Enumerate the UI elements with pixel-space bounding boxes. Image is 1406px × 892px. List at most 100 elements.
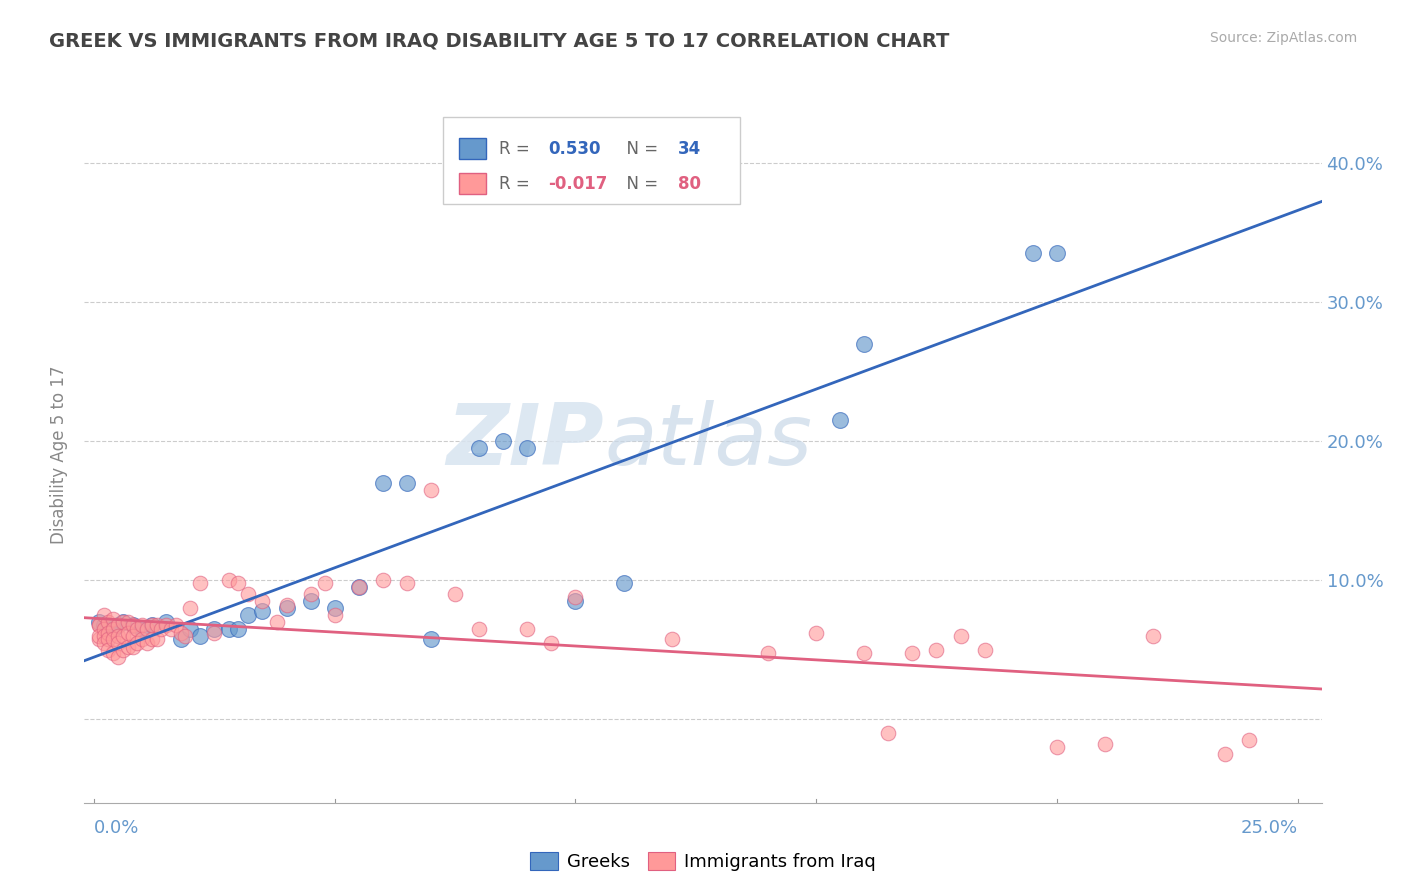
Text: 34: 34 bbox=[678, 140, 702, 158]
Point bbox=[973, 642, 995, 657]
Point bbox=[1046, 246, 1069, 260]
Point bbox=[97, 626, 120, 640]
Point bbox=[252, 604, 274, 618]
Point bbox=[468, 441, 491, 455]
Point bbox=[103, 622, 125, 636]
Point bbox=[97, 642, 120, 657]
Point bbox=[202, 626, 225, 640]
Point bbox=[145, 617, 167, 632]
Text: 80: 80 bbox=[678, 175, 702, 193]
Point bbox=[155, 615, 177, 629]
Point bbox=[87, 632, 110, 646]
Point bbox=[299, 587, 322, 601]
Point bbox=[121, 617, 143, 632]
Point bbox=[87, 617, 110, 632]
Point bbox=[516, 622, 538, 636]
Point bbox=[103, 612, 125, 626]
Point bbox=[347, 580, 370, 594]
Text: R =: R = bbox=[499, 140, 534, 158]
Point bbox=[131, 622, 153, 636]
Point bbox=[371, 573, 394, 587]
Point bbox=[141, 617, 163, 632]
Point bbox=[93, 617, 115, 632]
Point bbox=[492, 434, 515, 448]
Point bbox=[127, 622, 149, 636]
Point bbox=[107, 629, 129, 643]
Point bbox=[93, 629, 115, 643]
Point bbox=[131, 617, 153, 632]
Point bbox=[188, 576, 211, 591]
Point bbox=[236, 607, 259, 622]
Point bbox=[136, 636, 159, 650]
Legend: Greeks, Immigrants from Iraq: Greeks, Immigrants from Iraq bbox=[523, 845, 883, 879]
Point bbox=[107, 617, 129, 632]
Text: -0.017: -0.017 bbox=[548, 175, 607, 193]
Point bbox=[131, 632, 153, 646]
Point bbox=[804, 626, 827, 640]
Point bbox=[111, 615, 134, 629]
Point bbox=[853, 646, 876, 660]
Point bbox=[127, 636, 149, 650]
Point bbox=[141, 617, 163, 632]
Text: atlas: atlas bbox=[605, 400, 813, 483]
Point bbox=[314, 576, 336, 591]
Point bbox=[121, 640, 143, 654]
Point bbox=[179, 622, 201, 636]
Point bbox=[420, 632, 443, 646]
Point bbox=[97, 632, 120, 646]
Point bbox=[111, 615, 134, 629]
Text: GREEK VS IMMIGRANTS FROM IRAQ DISABILITY AGE 5 TO 17 CORRELATION CHART: GREEK VS IMMIGRANTS FROM IRAQ DISABILITY… bbox=[49, 31, 949, 50]
Point bbox=[395, 576, 418, 591]
Point bbox=[165, 617, 187, 632]
Point bbox=[107, 649, 129, 664]
Point bbox=[323, 601, 346, 615]
Point bbox=[117, 615, 139, 629]
Point bbox=[949, 629, 972, 643]
Point bbox=[107, 636, 129, 650]
Point bbox=[564, 594, 586, 608]
Point bbox=[107, 617, 129, 632]
Text: N =: N = bbox=[616, 175, 664, 193]
Text: N =: N = bbox=[616, 140, 664, 158]
Point bbox=[97, 615, 120, 629]
Point bbox=[299, 594, 322, 608]
Point bbox=[420, 483, 443, 497]
Point bbox=[236, 587, 259, 601]
Point bbox=[87, 615, 110, 629]
Point bbox=[111, 629, 134, 643]
FancyBboxPatch shape bbox=[443, 118, 740, 204]
Text: ZIP: ZIP bbox=[446, 400, 605, 483]
Point bbox=[87, 617, 110, 632]
Point bbox=[93, 622, 115, 636]
Point bbox=[103, 646, 125, 660]
Point bbox=[121, 617, 143, 632]
Point bbox=[111, 642, 134, 657]
Point bbox=[877, 726, 900, 740]
Point bbox=[516, 441, 538, 455]
Point bbox=[228, 622, 250, 636]
Point bbox=[121, 629, 143, 643]
Point bbox=[87, 629, 110, 643]
Bar bbox=[460, 173, 486, 194]
Point bbox=[540, 636, 562, 650]
Point bbox=[371, 475, 394, 490]
Point bbox=[564, 590, 586, 604]
Point bbox=[1142, 629, 1164, 643]
Point bbox=[468, 622, 491, 636]
Point bbox=[252, 594, 274, 608]
Point bbox=[169, 632, 191, 646]
Point bbox=[613, 576, 636, 591]
Point bbox=[218, 622, 240, 636]
Point bbox=[1094, 737, 1116, 751]
Point bbox=[1239, 733, 1261, 747]
Point bbox=[276, 598, 298, 612]
Point bbox=[174, 629, 197, 643]
Point bbox=[93, 636, 115, 650]
Point bbox=[756, 646, 779, 660]
Point bbox=[93, 607, 115, 622]
Point bbox=[141, 632, 163, 646]
Point bbox=[1022, 246, 1045, 260]
Point bbox=[830, 413, 852, 427]
Point bbox=[853, 336, 876, 351]
Text: R =: R = bbox=[499, 175, 534, 193]
